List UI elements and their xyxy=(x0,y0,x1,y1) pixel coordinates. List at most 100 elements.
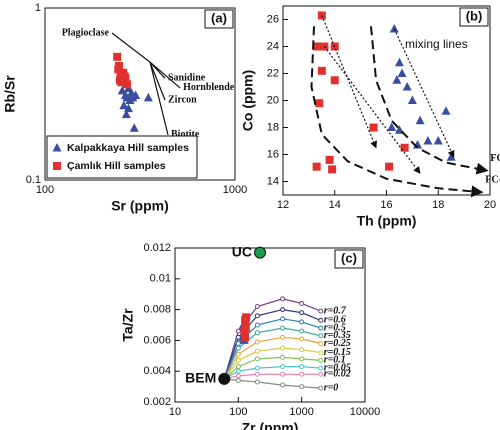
triangle-marker xyxy=(121,109,131,119)
x-tick-label: 12 xyxy=(277,199,289,211)
square-marker xyxy=(113,52,122,61)
curve-marker xyxy=(299,300,305,306)
series-label: Biotite xyxy=(171,129,200,140)
curve-marker xyxy=(254,322,260,328)
curve-marker xyxy=(254,330,260,336)
triangle-marker xyxy=(407,95,417,104)
series-line xyxy=(149,61,181,89)
series-label: r=0.6 xyxy=(324,315,346,326)
triangle-marker xyxy=(423,136,433,145)
legend: Kalpakkaya Hill samples Çamlık Hill sampl… xyxy=(46,135,198,179)
y-tick-label: 0.012 xyxy=(143,242,171,254)
square-marker xyxy=(369,123,378,132)
x-tick-label: 16 xyxy=(380,199,392,211)
curve-marker xyxy=(299,371,305,377)
series-line xyxy=(223,298,321,380)
curve-marker xyxy=(254,356,260,362)
y-tick-label: 16 xyxy=(267,148,279,160)
square-marker xyxy=(385,162,394,171)
series-line xyxy=(321,15,377,149)
triangle-marker xyxy=(441,106,451,115)
x-tick-label: 14 xyxy=(329,199,341,211)
panel-label-box xyxy=(459,7,489,27)
curve-marker xyxy=(280,364,286,370)
x-tick-label: 18 xyxy=(432,199,444,211)
y-tick-label: 0.01 xyxy=(150,273,171,285)
y-tick-label: 22 xyxy=(267,67,279,79)
panel-label: (c) xyxy=(341,250,357,265)
y-tick-label: 14 xyxy=(267,175,279,187)
legend-symbol xyxy=(52,143,62,152)
triangle-marker xyxy=(125,95,135,104)
curve-marker xyxy=(318,308,324,314)
curve-marker xyxy=(254,304,260,310)
triangle-marker xyxy=(415,115,425,125)
curve-marker xyxy=(235,373,241,379)
series-label: r=0 xyxy=(324,382,339,393)
square-marker xyxy=(119,68,128,77)
curve-marker xyxy=(254,348,260,354)
curve-marker xyxy=(318,340,324,346)
y-tick-label: 20 xyxy=(267,94,279,106)
triangle-marker xyxy=(394,57,404,67)
curve-marker xyxy=(254,339,260,345)
triangle-marker xyxy=(143,92,153,102)
y-tick-label: 1 xyxy=(35,2,41,14)
curve-marker xyxy=(299,356,305,362)
series-line xyxy=(223,356,321,380)
curve-marker xyxy=(318,365,324,371)
triangle-marker xyxy=(446,152,456,161)
series-label: r=0.5 xyxy=(324,322,346,333)
curve-marker xyxy=(299,364,305,370)
series-line xyxy=(223,327,321,380)
x-axis-title: Sr (ppm) xyxy=(111,198,169,214)
panel-label-box xyxy=(204,9,234,29)
square-marker xyxy=(330,76,339,85)
series-line xyxy=(223,347,321,380)
curve-marker xyxy=(299,310,305,316)
square-marker xyxy=(312,162,321,171)
curve-marker xyxy=(235,368,241,374)
curve-marker xyxy=(318,350,324,356)
y-tick-label: 0.008 xyxy=(143,304,171,316)
curve-marker xyxy=(318,385,324,391)
x-tick-label: 100 xyxy=(36,184,54,196)
series-label: Hornblende xyxy=(183,82,235,93)
y-tick-label: 0.002 xyxy=(143,396,171,408)
curve-marker xyxy=(299,336,305,342)
series-line xyxy=(149,61,166,101)
legend-box xyxy=(46,135,198,179)
y-tick-label: 18 xyxy=(267,121,279,133)
legend-label: Kalpakkaya Hill samples xyxy=(67,142,189,154)
square-marker xyxy=(312,42,321,51)
curve-marker xyxy=(254,379,260,385)
square-marker xyxy=(325,155,334,164)
square-marker xyxy=(328,165,337,174)
y-tick-label: 24 xyxy=(267,40,279,52)
panel-label: (a) xyxy=(211,10,227,25)
curve-marker xyxy=(318,357,324,363)
curve-marker xyxy=(318,371,324,377)
series-label: r=0.15 xyxy=(324,347,351,358)
square-marker xyxy=(121,74,130,83)
series-label: r=0.7 xyxy=(324,305,347,316)
square-marker xyxy=(317,66,326,75)
series-line xyxy=(323,46,421,174)
end-member-marker xyxy=(218,372,231,385)
series-label: FC-2 xyxy=(490,153,500,164)
curve-marker xyxy=(299,384,305,390)
series-label: r=0.35 xyxy=(324,330,351,341)
curve-marker xyxy=(280,382,286,388)
series-label: UC xyxy=(232,243,252,259)
y-tick-label: 0.004 xyxy=(143,365,171,377)
x-tick-label: 20 xyxy=(484,199,496,211)
series-line xyxy=(393,28,455,158)
curve-marker xyxy=(280,316,286,322)
curve-marker xyxy=(318,325,324,331)
x-axis-title: Th (ppm) xyxy=(357,213,417,229)
y-axis-title: Co (ppm) xyxy=(240,70,256,131)
plot-frame xyxy=(174,247,366,403)
y-tick-label: 0.1 xyxy=(26,174,41,186)
x-tick-label: 1000 xyxy=(223,184,247,196)
